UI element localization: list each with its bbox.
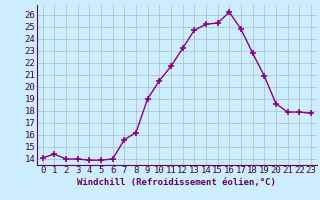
X-axis label: Windchill (Refroidissement éolien,°C): Windchill (Refroidissement éolien,°C)	[77, 178, 276, 187]
